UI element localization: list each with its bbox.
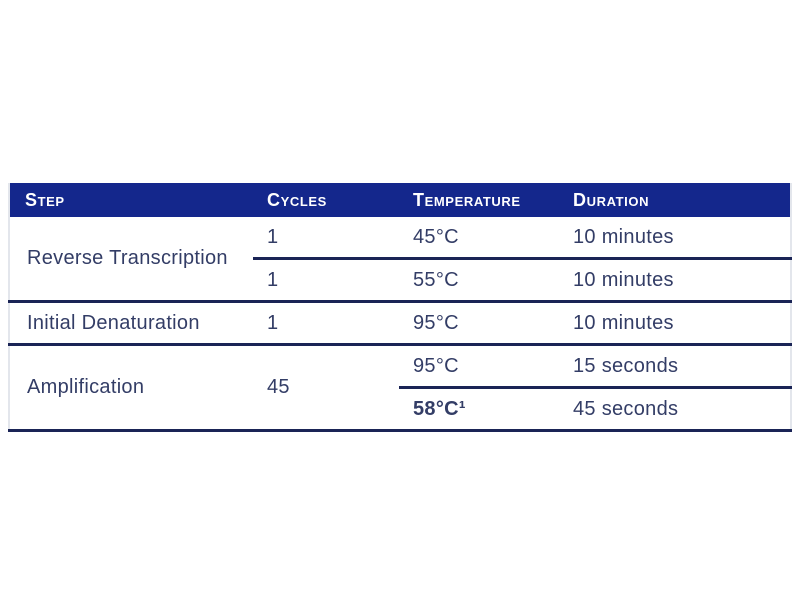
table-row-amplification-2: 58°C¹ 45 seconds [9, 387, 791, 432]
pcr-protocol-table: Step Cycles Temperature Duration Reverse… [8, 183, 792, 432]
table-row-reverse-transcription-1: Reverse Transcription 1 45°C 10 minutes [9, 217, 791, 303]
header-temperature: Temperature [399, 183, 559, 217]
cell-cycles: 1 [253, 217, 399, 260]
cell-duration: 15 seconds [559, 344, 791, 389]
cell-temperature: 95°C [399, 301, 559, 346]
header-row: Step Cycles Temperature Duration [9, 183, 791, 217]
cell-temperature-annealing: 58°C¹ [399, 387, 559, 432]
table-row-amplification-1: Amplification 45 95°C 15 seconds [9, 344, 791, 432]
cell-duration: 45 seconds [559, 387, 791, 432]
cell-temperature: 45°C [399, 217, 559, 260]
cell-cycles: 1 [253, 258, 399, 303]
cell-step-initial-denaturation: Initial Denaturation [9, 301, 253, 346]
table-row-reverse-transcription-2: 1 55°C 10 minutes [9, 258, 791, 303]
cell-cycles: 1 [253, 301, 399, 346]
cell-step-amplification: Amplification [9, 344, 253, 432]
cell-duration: 10 minutes [559, 258, 791, 303]
cell-temperature: 95°C [399, 344, 559, 389]
cell-duration: 10 minutes [559, 217, 791, 260]
table-row-initial-denaturation: Initial Denaturation 1 95°C 10 minutes [9, 301, 791, 346]
cell-duration: 10 minutes [559, 301, 791, 346]
cell-step-reverse-transcription: Reverse Transcription [9, 217, 253, 303]
header-step: Step [9, 183, 253, 217]
header-duration: Duration [559, 183, 791, 217]
cell-temperature: 55°C [399, 258, 559, 303]
header-cycles: Cycles [253, 183, 399, 217]
cell-cycles: 45 [253, 344, 399, 432]
